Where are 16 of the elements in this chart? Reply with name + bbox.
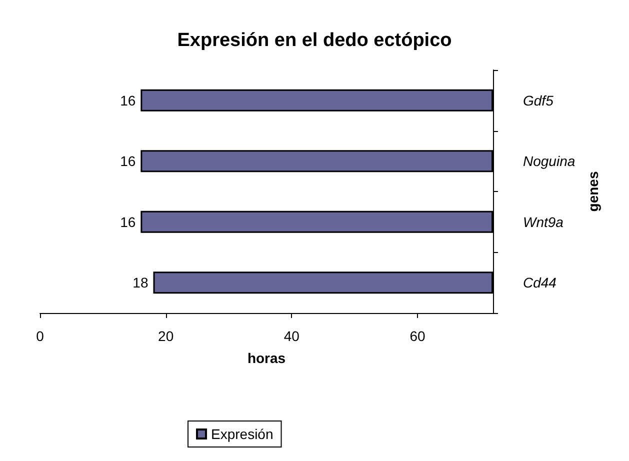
x-tick-label: 60 <box>410 328 426 344</box>
y-tick-label: Gdf5 <box>523 92 554 108</box>
chart-title: Expresión en el dedo ectópico <box>177 30 452 51</box>
x-axis-title: horas <box>247 350 286 366</box>
y-tick-label: Noguina <box>523 153 576 170</box>
annotation: 16 <box>120 153 136 170</box>
y-tick-label: Wnt9a <box>523 214 564 230</box>
annotation: 18 <box>132 274 148 291</box>
x-tick-label: 40 <box>284 328 300 344</box>
x-tick-label: 0 <box>36 328 44 344</box>
x-tick-label: 20 <box>158 328 174 344</box>
y-tick-label: Cd44 <box>523 274 557 291</box>
annotation: 16 <box>120 92 136 108</box>
legend-label: Expresión <box>211 426 274 442</box>
annotation: 16 <box>120 214 136 230</box>
y-axis-title: genes <box>585 171 602 212</box>
